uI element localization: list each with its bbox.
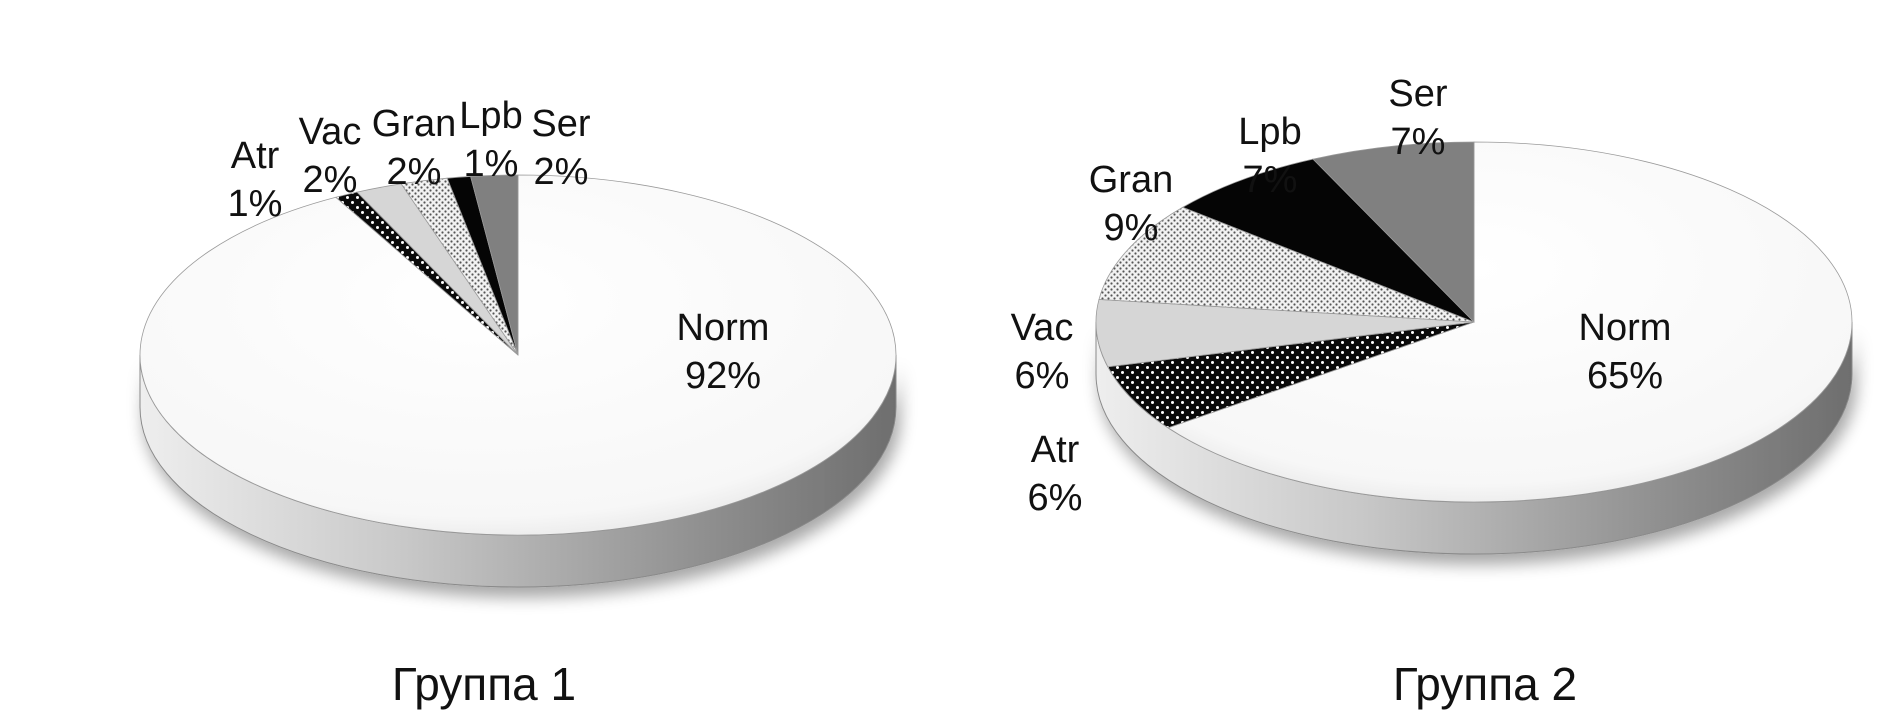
slice-category-label: Norm	[1579, 307, 1672, 349]
pie-chart-group-2: Norm 65% Atr 6% Vac 6% Gran 9% Lpb 7% Se…	[1011, 73, 1853, 710]
pie-slices	[1095, 141, 1853, 503]
slice-label-lpb: Lpb 7%	[1238, 111, 1301, 201]
slice-category-label: Ser	[1388, 73, 1447, 115]
slice-category-label: Ser	[531, 103, 590, 145]
pie-chart-group-1: Norm 92% Atr 1% Vac 2% Gran 2% Lpb 1% Se…	[139, 95, 897, 710]
pie-slice-ser	[470, 174, 519, 356]
slice-value-label: 92%	[685, 355, 761, 397]
slice-label-norm: Norm 92%	[677, 307, 770, 397]
slice-value-label: 2%	[387, 151, 442, 193]
slice-category-label: Gran	[1089, 159, 1173, 201]
slice-category-label: Norm	[677, 307, 770, 349]
slice-category-label: Gran	[372, 103, 456, 145]
slice-category-label: Atr	[231, 135, 280, 177]
slice-label-atr: Atr 1%	[228, 135, 283, 225]
slice-value-label: 6%	[1028, 477, 1083, 519]
slice-value-label: 9%	[1104, 207, 1159, 249]
slice-category-label: Vac	[299, 111, 362, 153]
pie-slice-atr	[1107, 321, 1475, 429]
pie-slices	[139, 174, 897, 536]
slice-label-gran: Gran 2%	[372, 103, 456, 193]
chart-title: Группа 1	[392, 658, 576, 710]
slice-value-label: 1%	[228, 183, 283, 225]
pie-slice-norm	[1167, 141, 1853, 503]
slice-category-label: Vac	[1011, 307, 1074, 349]
pie-slice-vac	[1095, 299, 1475, 368]
pie-slice-gran	[1098, 206, 1475, 323]
slice-label-lpb: Lpb 1%	[459, 95, 522, 185]
slice-label-atr: Atr 6%	[1028, 429, 1083, 519]
slice-value-label: 2%	[303, 159, 358, 201]
slice-value-label: 6%	[1015, 355, 1070, 397]
slice-category-label: Lpb	[459, 95, 522, 137]
slice-label-vac: Vac 2%	[299, 111, 362, 201]
slice-category-label: Lpb	[1238, 111, 1301, 153]
pie-slice-ser	[1312, 141, 1475, 323]
slice-value-label: 7%	[1391, 121, 1446, 163]
slice-label-ser: Ser 7%	[1388, 73, 1447, 163]
slice-label-norm: Norm 65%	[1579, 307, 1672, 397]
slice-label-ser: Ser 2%	[531, 103, 590, 193]
slice-label-gran: Gran 9%	[1089, 159, 1173, 249]
slice-value-label: 1%	[464, 143, 519, 185]
pie-slice-lpb	[1181, 158, 1475, 323]
slice-value-label: 2%	[534, 151, 589, 193]
slice-value-label: 65%	[1587, 355, 1663, 397]
slice-value-label: 7%	[1243, 159, 1298, 201]
slice-label-vac: Vac 6%	[1011, 307, 1074, 397]
chart-title: Группа 2	[1393, 658, 1577, 710]
slice-category-label: Atr	[1031, 429, 1080, 471]
